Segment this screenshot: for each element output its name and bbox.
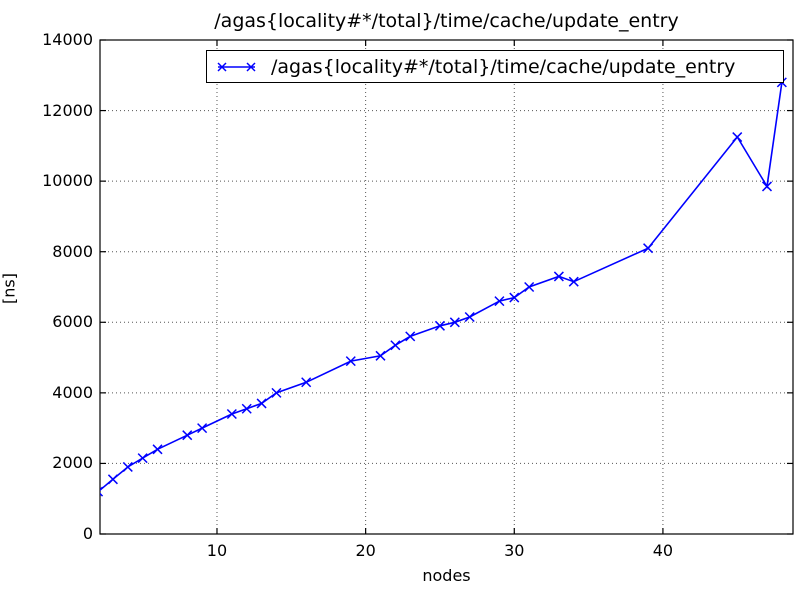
y-tick-label: 14000 xyxy=(42,30,93,49)
data-point-marker xyxy=(375,350,386,361)
chart-title: /agas{locality#*/total}/time/cache/updat… xyxy=(214,10,679,32)
data-point-marker xyxy=(197,423,208,434)
data-point-marker xyxy=(405,331,416,342)
x-tick-label: 10 xyxy=(206,541,228,560)
x-tick-label: 40 xyxy=(652,541,674,560)
data-point-marker xyxy=(761,181,773,192)
data-point-marker xyxy=(256,398,267,409)
data-point-marker xyxy=(494,296,505,307)
axes-frame xyxy=(99,39,794,535)
data-point-marker xyxy=(301,377,312,388)
data-point-marker xyxy=(241,403,252,414)
data-series xyxy=(100,77,787,497)
data-point-marker xyxy=(107,474,118,485)
data-point-marker xyxy=(524,281,535,293)
axis-ticks xyxy=(100,39,793,535)
y-tick-label: 10000 xyxy=(42,171,93,191)
y-tick-label: 8000 xyxy=(52,241,93,261)
legend-line-sample xyxy=(217,61,256,72)
data-point-marker xyxy=(509,292,520,303)
x-axis-label: nodes xyxy=(422,566,471,585)
data-point-marker xyxy=(390,340,401,351)
y-tick-label: 6000 xyxy=(52,312,93,332)
x-tick-label: 30 xyxy=(504,541,525,560)
data-point-marker xyxy=(643,243,654,254)
legend-entry-label: /agas{locality#*/total}/time/cache/updat… xyxy=(271,55,736,78)
data-point-marker xyxy=(449,317,460,328)
data-point-marker xyxy=(732,132,743,143)
data-point-marker xyxy=(553,271,564,282)
data-point-marker xyxy=(434,320,445,331)
data-point-marker xyxy=(226,408,237,420)
y-tick-label: 12000 xyxy=(42,100,93,120)
y-tick-label: 4000 xyxy=(52,382,93,402)
data-point-marker xyxy=(568,276,579,287)
data-point-marker xyxy=(122,461,133,472)
gridlines xyxy=(100,40,793,534)
data-point-marker xyxy=(152,444,163,455)
data-point-marker xyxy=(271,387,282,398)
data-point-marker xyxy=(345,356,356,367)
data-point-marker xyxy=(464,311,475,323)
data-point-marker xyxy=(100,486,104,497)
data-point-marker xyxy=(182,430,193,441)
data-point-marker xyxy=(137,453,148,464)
y-tick-label: 0 xyxy=(82,524,93,543)
legend: /agas{locality#*/total}/time/cache/updat… xyxy=(206,50,784,83)
data-series-line xyxy=(100,82,783,492)
y-axis-label: [ns] xyxy=(0,273,19,304)
y-tick-label: 2000 xyxy=(52,453,93,473)
x-tick-label: 20 xyxy=(355,541,376,560)
